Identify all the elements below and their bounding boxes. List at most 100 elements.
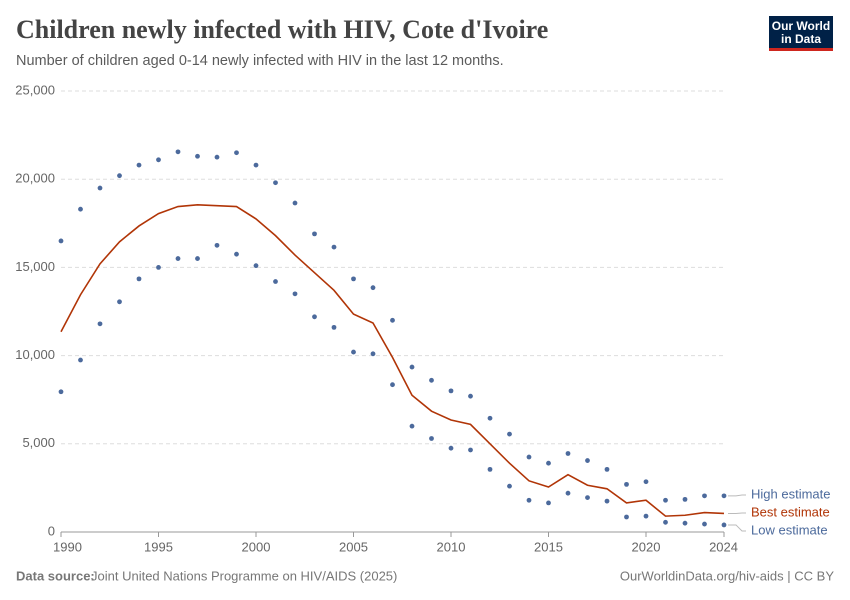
y-tick-label: 20,000 xyxy=(15,171,55,186)
data-point xyxy=(663,497,668,503)
data-point xyxy=(117,299,122,305)
data-point xyxy=(546,500,551,506)
data-point xyxy=(624,481,629,487)
source-label: Data source: xyxy=(16,568,95,583)
data-point xyxy=(351,276,356,282)
y-tick-label: 15,000 xyxy=(15,259,55,274)
data-point xyxy=(390,382,395,388)
data-point xyxy=(370,351,376,357)
logo-background xyxy=(769,16,833,50)
data-point xyxy=(58,238,64,244)
data-point xyxy=(331,244,337,250)
x-tick-label: 2015 xyxy=(534,539,563,554)
x-tick-label: 1990 xyxy=(53,539,82,554)
data-point xyxy=(585,495,590,501)
data-point xyxy=(702,521,707,527)
legend-label: Low estimate xyxy=(751,522,828,537)
data-point xyxy=(468,393,473,399)
data-point xyxy=(468,447,473,453)
data-point xyxy=(721,522,727,528)
y-tick-label: 25,000 xyxy=(15,82,55,97)
y-tick-label: 10,000 xyxy=(15,347,55,362)
x-tick-label: 2020 xyxy=(632,539,661,554)
data-point xyxy=(507,483,512,489)
logo-text: in Data xyxy=(781,32,821,46)
data-point xyxy=(390,317,395,323)
chart-subtitle: Number of children aged 0-14 newly infec… xyxy=(16,53,504,69)
data-point xyxy=(526,497,532,503)
data-point xyxy=(585,458,590,463)
data-point xyxy=(663,519,668,525)
series-line xyxy=(60,203,725,517)
data-point xyxy=(487,415,493,421)
data-point xyxy=(682,496,688,502)
data-point xyxy=(312,231,317,237)
data-point xyxy=(409,364,415,370)
data-point xyxy=(702,493,707,499)
data-point xyxy=(409,423,415,429)
data-point xyxy=(643,479,649,485)
x-tick-label: 2005 xyxy=(339,539,368,554)
x-tick-label: 1995 xyxy=(144,539,173,554)
legend-label: Best estimate xyxy=(751,504,830,519)
data-point xyxy=(58,389,64,395)
data-point xyxy=(234,251,239,257)
y-tick-label: 0 xyxy=(48,523,55,538)
legend-connector xyxy=(728,524,746,532)
data-point xyxy=(429,377,434,383)
data-point xyxy=(117,173,122,179)
data-point xyxy=(175,149,181,155)
data-point xyxy=(214,242,220,248)
data-point xyxy=(195,256,200,261)
data-point xyxy=(526,454,532,460)
data-point xyxy=(175,256,181,261)
data-point xyxy=(97,321,103,327)
data-point xyxy=(253,263,259,269)
data-point xyxy=(487,466,493,472)
data-point xyxy=(351,349,356,355)
data-point xyxy=(156,157,161,163)
data-point xyxy=(546,460,551,466)
logo-bar xyxy=(769,48,833,51)
data-point xyxy=(721,493,727,499)
data-point xyxy=(565,490,571,496)
data-point xyxy=(214,154,220,160)
data-point xyxy=(78,206,83,212)
chart-title: Children newly infected with HIV, Cote d… xyxy=(16,15,548,44)
data-point xyxy=(195,153,200,159)
data-point xyxy=(292,200,298,206)
data-point xyxy=(370,285,376,291)
data-point xyxy=(136,162,142,168)
data-point xyxy=(565,451,571,456)
data-point xyxy=(331,324,337,330)
data-point xyxy=(312,314,317,320)
data-point xyxy=(643,513,649,519)
x-tick-label: 2010 xyxy=(437,539,466,554)
legend-label: High estimate xyxy=(751,486,830,501)
data-point xyxy=(97,185,103,191)
y-tick-label: 5,000 xyxy=(22,435,55,450)
data-point xyxy=(253,162,259,168)
data-point xyxy=(682,520,688,526)
data-point xyxy=(624,514,629,520)
footer-url[interactable]: OurWorldinData.org/hiv-aids | CC BY xyxy=(620,568,834,583)
data-point xyxy=(234,150,239,156)
x-tick-label: 2024 xyxy=(709,539,738,554)
x-tick-label: 2000 xyxy=(242,539,271,554)
logo-text: Our World xyxy=(772,19,830,33)
data-point xyxy=(292,291,298,297)
data-point xyxy=(273,180,278,186)
data-point xyxy=(604,498,610,504)
data-point xyxy=(507,431,512,437)
data-point xyxy=(273,279,278,284)
data-point xyxy=(448,445,454,451)
data-point xyxy=(136,276,142,282)
data-point xyxy=(604,466,610,472)
data-point xyxy=(448,388,454,394)
data-point xyxy=(78,357,83,363)
legend-connector xyxy=(728,494,746,497)
source: Joint United Nations Programme on HIV/AI… xyxy=(91,568,397,583)
data-point xyxy=(429,436,434,441)
data-point xyxy=(156,265,161,270)
